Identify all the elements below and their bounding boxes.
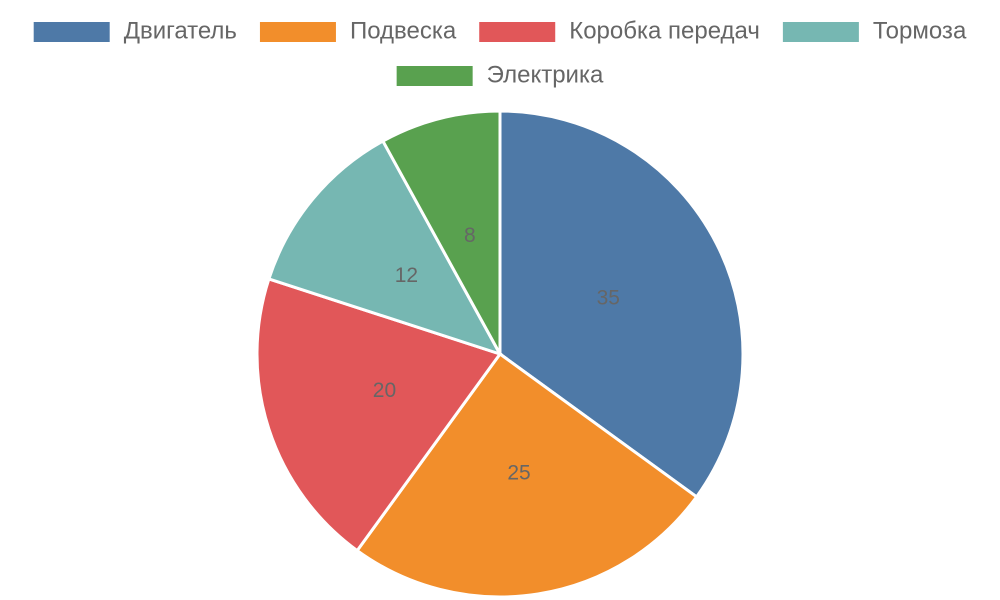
legend-swatch [479, 22, 556, 42]
pie-slice [267, 139, 504, 357]
pie-slice [355, 351, 699, 599]
legend-item: Тормоза [782, 17, 967, 44]
value-label: 8 [464, 224, 476, 247]
legend-swatch [259, 22, 336, 42]
legend-label: Тормоза [873, 17, 967, 44]
legend-label: Электрика [487, 61, 604, 88]
legend-item: Коробка передач [479, 17, 760, 44]
legend-swatch [782, 22, 859, 42]
pie-slice [498, 109, 745, 499]
legend-item: Подвеска [259, 17, 457, 44]
value-label: 35 [597, 286, 620, 309]
legend-label: Подвеска [350, 17, 457, 44]
legend-swatch [396, 66, 473, 86]
value-label: 12 [395, 264, 418, 287]
legend-label: Двигатель [124, 17, 237, 44]
pie-slice [255, 277, 503, 553]
pie-slice [380, 109, 502, 355]
legend-label: Коробка передач [569, 17, 760, 44]
legend-item: Электрика [396, 61, 604, 88]
value-label: 20 [373, 379, 396, 402]
legend-item: Двигатель [33, 17, 237, 44]
legend-swatch [33, 22, 110, 42]
value-label: 25 [507, 462, 530, 485]
